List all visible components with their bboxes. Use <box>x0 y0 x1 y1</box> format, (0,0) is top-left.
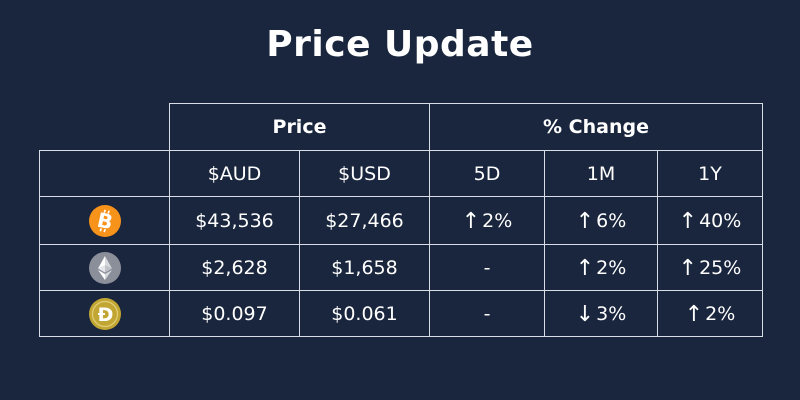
column-header-row: $AUD $USD 5D 1M 1Y <box>39 150 763 197</box>
change-value: 3% <box>596 303 627 325</box>
change-value: 40% <box>699 210 742 232</box>
dogecoin-icon: D <box>88 297 121 330</box>
aud-price-cell: $0.097 <box>169 290 300 337</box>
group-header-row: Price % Change <box>40 103 763 151</box>
coin-cell: B <box>39 196 170 245</box>
change-group-header: % Change <box>429 103 763 151</box>
arrow-down-icon: ↓ <box>575 302 595 327</box>
change-1m-cell: ↑ 2% <box>544 244 658 291</box>
table-row: $2,628 $1,658 - ↑ 2% ↑ 25% <box>39 244 763 291</box>
change-value: 6% <box>596 210 627 232</box>
aud-price-cell: $43,536 <box>169 196 300 245</box>
column-header-1y: 1Y <box>657 150 763 197</box>
arrow-up-icon: ↑ <box>678 256 698 281</box>
table-row: D $0.097 $0.061 - ↓ 3% ↑ 2% <box>39 290 763 337</box>
coin-cell: D <box>39 290 170 337</box>
change-value: 2% <box>596 257 627 279</box>
change-value: 25% <box>699 257 742 279</box>
arrow-up-icon: ↑ <box>678 209 698 234</box>
arrow-up-icon: ↑ <box>461 209 481 234</box>
coin-cell <box>39 244 170 291</box>
usd-price-cell: $0.061 <box>299 290 430 337</box>
change-5d-cell: ↑ 2% <box>429 196 545 245</box>
column-header-usd: $USD <box>299 150 430 197</box>
column-header-5d: 5D <box>429 150 545 197</box>
bitcoin-icon: B <box>88 204 121 237</box>
svg-text:D: D <box>97 304 113 326</box>
change-1y-cell: ↑ 2% <box>657 290 763 337</box>
aud-price-cell: $2,628 <box>169 244 300 291</box>
coin-header-cell <box>39 150 170 197</box>
arrow-up-icon: ↑ <box>684 302 704 327</box>
column-header-1m: 1M <box>544 150 658 197</box>
change-1y-cell: ↑ 25% <box>657 244 763 291</box>
change-value: 2% <box>705 303 736 325</box>
page-title: Price Update <box>266 24 534 65</box>
arrow-up-icon: ↑ <box>575 209 595 234</box>
change-5d-cell: - <box>429 290 545 337</box>
price-group-header: Price <box>169 103 430 151</box>
change-5d-cell: - <box>429 244 545 291</box>
change-1m-cell: ↑ 6% <box>544 196 658 245</box>
table-row: B $43,536 $27,466 ↑ 2% ↑ 6% ↑ 40% <box>39 196 763 245</box>
column-header-aud: $AUD <box>169 150 300 197</box>
corner-cell <box>40 104 170 151</box>
price-table: Price % Change $AUD $USD 5D 1M 1Y B $43,… <box>39 103 763 337</box>
change-value: 2% <box>482 210 513 232</box>
svg-text:B: B <box>95 207 115 234</box>
arrow-up-icon: ↑ <box>575 256 595 281</box>
usd-price-cell: $1,658 <box>299 244 430 291</box>
change-1y-cell: ↑ 40% <box>657 196 763 245</box>
change-1m-cell: ↓ 3% <box>544 290 658 337</box>
ethereum-icon <box>88 251 121 284</box>
usd-price-cell: $27,466 <box>299 196 430 245</box>
